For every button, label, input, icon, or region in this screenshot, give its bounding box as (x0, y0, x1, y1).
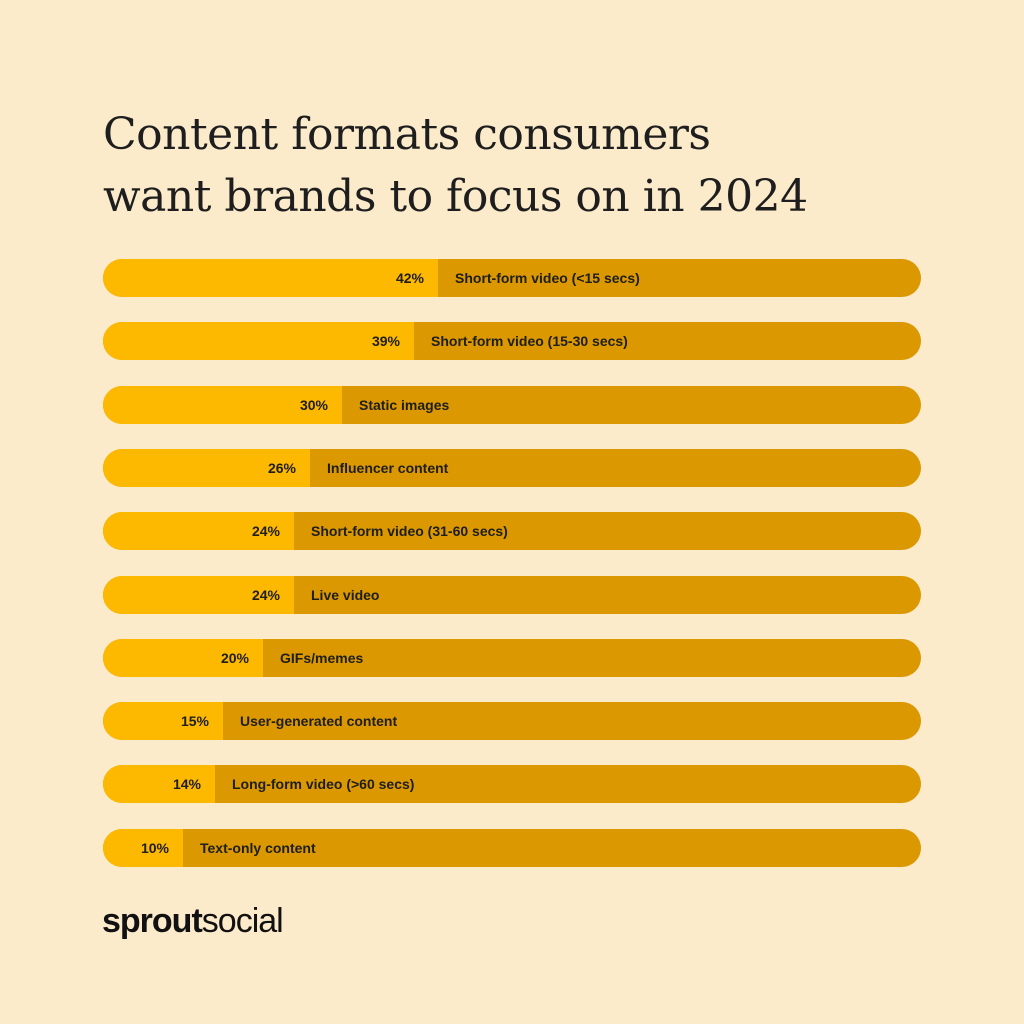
bar-category-label: GIFs/memes (280, 650, 364, 666)
bar-category-label: Text-only content (200, 840, 316, 856)
bar-value-label: 30% (299, 397, 328, 413)
sprout-social-logo: sproutsocial (102, 896, 284, 946)
chart-title-line-1: Content formats consumers (103, 109, 711, 160)
bar-track: 26% Influencer content (103, 449, 921, 487)
logo-wordmark-light: social (201, 902, 284, 940)
bar-category-label: Influencer content (327, 460, 449, 476)
bar-fill (103, 449, 310, 487)
bar-value-label: 14% (172, 776, 201, 792)
bar-track: 10% Text-only content (103, 829, 921, 867)
bar-fill (103, 639, 263, 677)
bar-track: 24% Live video (103, 576, 921, 614)
bar-track: 15% User-generated content (103, 702, 921, 740)
bar-value-label: 26% (267, 460, 296, 476)
bar-fill (103, 259, 438, 297)
bar-category-label: Static images (359, 397, 450, 413)
bar-chart: 42% Short-form video (<15 secs) 39% Short-f… (103, 259, 921, 867)
bar-value-label: 15% (180, 713, 209, 729)
bar-value-label: 20% (220, 650, 249, 666)
bar-category-label: User-generated content (240, 713, 398, 729)
bar-track: 42% Short-form video (<15 secs) (103, 259, 921, 297)
bar-value-label: 10% (140, 840, 169, 856)
bar-fill (103, 829, 183, 867)
bar-category-label: Long-form video (>60 secs) (232, 776, 415, 792)
bar-fill (103, 765, 215, 803)
bar-value-label: 24% (251, 523, 280, 539)
bar-fill (103, 702, 223, 740)
bar-category-label: Short-form video (15-30 secs) (431, 333, 628, 349)
bar-track: 30% Static images (103, 386, 921, 424)
bar-value-label: 39% (371, 333, 400, 349)
bar-fill (103, 512, 294, 550)
chart-title: Content formats consumers want brands to… (103, 104, 963, 228)
bar-track: 14% Long-form video (>60 secs) (103, 765, 921, 803)
bar-track: 39% Short-form video (15-30 secs) (103, 322, 921, 360)
bar-category-label: Short-form video (<15 secs) (455, 270, 640, 286)
bar-value-label: 24% (251, 587, 280, 603)
bar-category-label: Live video (311, 587, 380, 603)
bar-fill (103, 322, 414, 360)
chart-title-line-2: want brands to focus on in 2024 (103, 171, 808, 222)
logo-wordmark-bold: sprout (102, 902, 203, 940)
bar-track: 24% Short-form video (31-60 secs) (103, 512, 921, 550)
bar-track: 20% GIFs/memes (103, 639, 921, 677)
bar-fill (103, 386, 342, 424)
bar-fill (103, 576, 294, 614)
bar-value-label: 42% (395, 270, 424, 286)
bar-category-label: Short-form video (31-60 secs) (311, 523, 508, 539)
